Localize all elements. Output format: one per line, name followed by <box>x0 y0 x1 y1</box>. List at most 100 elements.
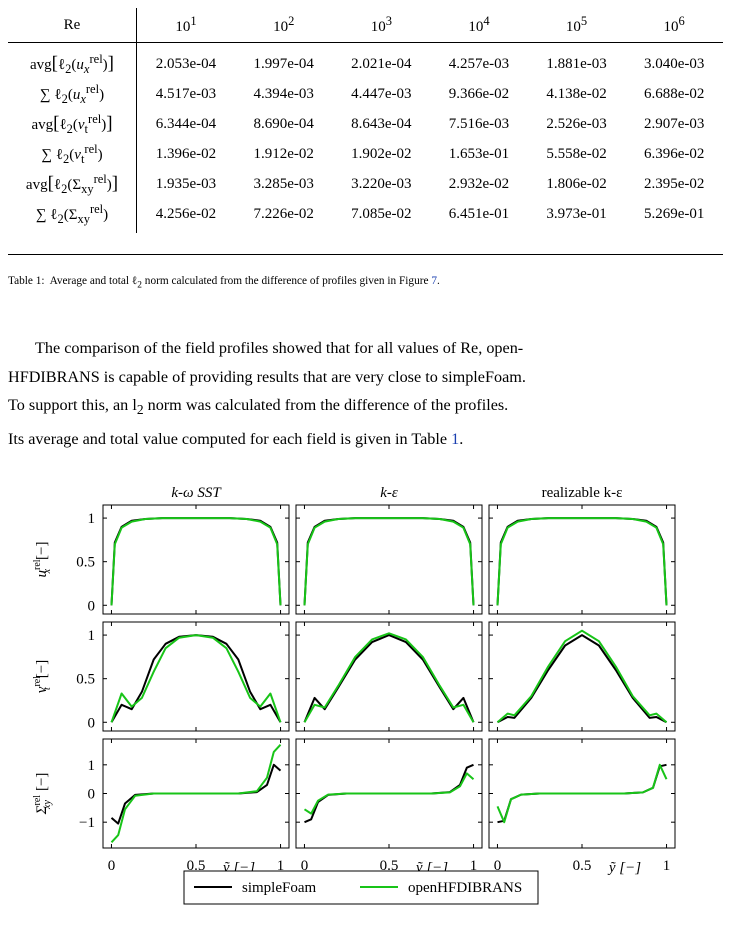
row-axis-label-text: Σrelxy[−] <box>32 773 53 816</box>
table-cell: 5.269e-01 <box>643 205 705 222</box>
plot-panel-frame <box>102 621 290 732</box>
x-tick-label: 0.5 <box>573 858 592 874</box>
table-cell: 6.344e-04 <box>155 115 217 132</box>
y-tick-label: 0 <box>88 715 96 731</box>
table-row: ∑ ℓ2(Σxyrel) 4.256e-02 7.226e-02 7.085e-02 6… <box>8 199 723 233</box>
table-cell: 9.366e-02 <box>448 85 510 102</box>
row-axis-label-text: νrelt[−] <box>32 660 53 693</box>
table-cell: 4.517e-03 <box>155 85 217 102</box>
table-cell: 7.226e-02 <box>253 205 314 222</box>
table-cell: 1.653e-01 <box>448 145 510 162</box>
table-cell: 1.881e-03 <box>546 55 607 72</box>
legend-label: openHFDIBRANS <box>408 880 522 896</box>
paragraph-line: To support this, an l2 norm was calculat… <box>8 396 509 418</box>
series-line-openhfdibrans <box>110 517 282 606</box>
table-cell: 8.690e-04 <box>253 115 314 132</box>
table-row: ∑ ℓ2(uxrel) 4.517e-03 4.394e-03 4.447e-03 9.… <box>8 79 723 109</box>
y-tick-label: 0 <box>88 598 96 614</box>
y-tick-label: 0.5 <box>76 672 95 688</box>
table-caption: Table 1: Average and total ℓ2 norm calcu… <box>8 275 440 291</box>
table-cell: 4.256e-02 <box>155 205 217 222</box>
figure-reference-link[interactable]: 7 <box>431 275 437 287</box>
header-col: 105 <box>565 14 588 35</box>
results-table: Re 101 102 103 104 105 106 avg[ℓ2(uxrel)… <box>8 8 723 233</box>
table-row: ∑ ℓ2(νtrel) 1.396e-02 1.912e-02 1.902e-02 1.… <box>8 139 723 169</box>
body-paragraph: The comparison of the field profiles sho… <box>8 334 720 454</box>
header-col: 104 <box>468 14 490 35</box>
table-row: avg[ℓ2(νtrel)] 6.344e-04 8.690e-04 8.643e-0… <box>8 109 723 139</box>
y-tick-label: 0 <box>88 787 96 803</box>
x-tick-label: 0.5 <box>187 858 206 874</box>
table-row: avg[ℓ2(Σxyrel)] 1.935e-03 3.285e-03 3.220e-… <box>8 169 723 199</box>
table-cell: 6.688e-02 <box>643 85 705 102</box>
table-cell: 2.932e-02 <box>448 175 510 192</box>
series-line-openhfdibrans <box>110 744 282 843</box>
table-reference-link[interactable]: 1 <box>451 430 460 449</box>
table-cell: 2.526e-03 <box>546 115 607 132</box>
x-tick-label: 0 <box>301 858 309 874</box>
table-body: avg[ℓ2(uxrel)] 2.053e-04 1.997e-04 2.021e-0… <box>8 42 723 233</box>
series-line-simplefoam <box>303 517 475 606</box>
table-cell: 5.558e-02 <box>546 145 607 162</box>
row-label: avg[ℓ2(Σxyrel)] <box>8 169 137 199</box>
table-cell: 1.935e-03 <box>155 175 217 192</box>
row-axis-label: νrelt[−] <box>32 660 53 693</box>
table-cell: 6.396e-02 <box>643 145 705 162</box>
table-cell: 1.912e-02 <box>253 145 314 162</box>
profile-comparison-figure: k-ω SST k-ε realizable k-ε urelx[−] νrelt[−]… <box>0 478 734 927</box>
series-line-openhfdibrans <box>496 763 668 824</box>
column-title: k-ω SST <box>171 485 222 501</box>
series-line-simplefoam <box>496 517 668 606</box>
header-col: 102 <box>273 14 295 35</box>
table-row: avg[ℓ2(uxrel)] 2.053e-04 1.997e-04 2.021e-0… <box>8 42 723 79</box>
series-line-simplefoam <box>497 634 667 724</box>
table-cell: 4.138e-02 <box>546 85 607 102</box>
y-tick-label: 1 <box>88 758 96 774</box>
table-cell: 1.997e-04 <box>253 55 314 72</box>
table-cell: 4.447e-03 <box>351 85 412 102</box>
table-cell: 7.085e-02 <box>351 205 412 222</box>
table-cell: 3.285e-03 <box>253 175 314 192</box>
table-cell: 2.021e-04 <box>351 55 412 72</box>
paragraph-line: The comparison of the field profiles sho… <box>35 339 524 357</box>
table-cell: 4.257e-03 <box>448 55 510 72</box>
series-line-simplefoam <box>110 634 282 723</box>
table-cell: 7.516e-03 <box>448 115 510 132</box>
x-tick-label: 1 <box>470 858 478 874</box>
table-cell: 3.973e-01 <box>546 205 607 222</box>
column-title: realizable k-ε <box>542 485 623 501</box>
x-tick-label: 0 <box>108 858 116 874</box>
table-cell: 3.040e-03 <box>643 55 705 72</box>
y-tick-label: 1 <box>88 511 96 527</box>
table-cell: 4.394e-03 <box>253 85 314 102</box>
table-cell: 1.902e-02 <box>351 145 412 162</box>
series-line-openhfdibrans <box>303 517 475 606</box>
figure-canvas: k-ω SST k-ε realizable k-ε urelx[−] νrelt[−]… <box>32 485 676 905</box>
row-axis-label: Σrelxy[−] <box>32 773 53 816</box>
series-line-openhfdibrans <box>110 634 282 723</box>
paragraph-line: Its average and total value computed for… <box>8 430 464 449</box>
x-tick-label: 0.5 <box>380 858 399 874</box>
row-label: ∑ ℓ2(νtrel) <box>8 139 137 169</box>
table-header-row: Re 101 102 103 104 105 106 <box>8 8 723 43</box>
table-cell: 3.220e-03 <box>351 175 412 192</box>
legend-label: simpleFoam <box>242 880 316 896</box>
header-col: 106 <box>663 14 685 35</box>
y-tick-label: −1 <box>79 815 95 831</box>
y-tick-label: 1 <box>88 628 96 644</box>
series-line-openhfdibrans <box>496 517 668 606</box>
header-col: 101 <box>175 14 197 35</box>
table-cell: 1.396e-02 <box>155 145 217 162</box>
plot-panel-frame <box>295 621 483 732</box>
table-cell: 8.643e-04 <box>351 115 412 132</box>
column-title: k-ε <box>380 485 398 501</box>
row-label: avg[ℓ2(uxrel)] <box>8 42 137 79</box>
series-line-simplefoam <box>110 517 282 606</box>
series-line-simplefoam <box>303 634 475 723</box>
table-cell: 2.907e-03 <box>643 115 705 132</box>
x-tick-label: 0 <box>494 858 502 874</box>
x-tick-label: 1 <box>277 858 285 874</box>
row-label: ∑ ℓ2(Σxyrel) <box>8 199 137 233</box>
header-re: Re <box>8 8 137 43</box>
row-label: avg[ℓ2(νtrel)] <box>8 109 137 139</box>
